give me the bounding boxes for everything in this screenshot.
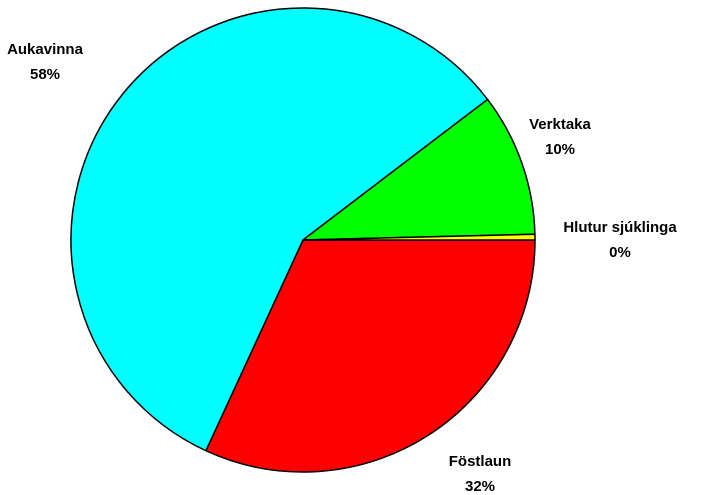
slice-label: Hlutur sjúklinga: [563, 219, 677, 236]
pie-slice: [302, 233, 536, 241]
pie-slice: [302, 98, 536, 241]
slice-value-label: 10%: [545, 141, 575, 158]
pie-slice: [70, 7, 489, 452]
pie-slice: [205, 239, 536, 473]
slice-value-label: 0%: [609, 244, 631, 261]
slice-label: Aukavinna: [7, 41, 84, 58]
slice-label: Verktaka: [529, 116, 591, 133]
slice-value-label: 58%: [30, 66, 60, 83]
slice-label: Föstlaun: [449, 453, 512, 470]
slice-value-label: 32%: [465, 478, 495, 495]
